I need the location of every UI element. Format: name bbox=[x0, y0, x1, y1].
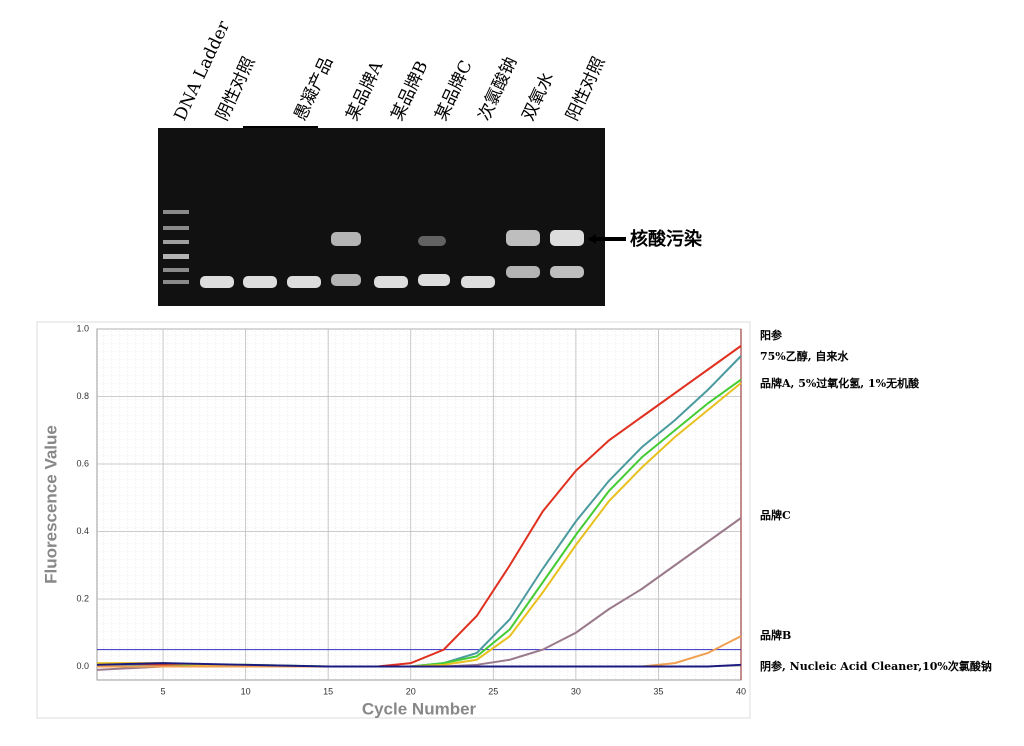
gel: 核酸污染 bbox=[158, 126, 703, 306]
lane-label: 愚凝产品 bbox=[290, 54, 337, 124]
x-tick-label: 30 bbox=[571, 686, 581, 696]
y-tick-label: 0.4 bbox=[76, 526, 89, 536]
x-tick-label: 25 bbox=[488, 686, 498, 696]
annotation: 核酸污染 bbox=[630, 228, 703, 250]
legend-label: 品牌C bbox=[760, 508, 791, 522]
y-tick-label: 0.8 bbox=[76, 391, 89, 401]
x-tick-label: 20 bbox=[406, 686, 416, 696]
legend-label: 品牌A, 5%过氧化氢, 1%无机酸 bbox=[760, 376, 920, 390]
y-axis-title: Fluorescence Value bbox=[41, 425, 60, 584]
lane-label: 双氧水 bbox=[518, 69, 558, 124]
lane-label: 某品牌A bbox=[342, 58, 387, 124]
legend-label: 阴参, Nucleic Acid Cleaner,10%次氯酸钠 bbox=[760, 659, 992, 673]
x-tick-label: 40 bbox=[736, 686, 746, 696]
x-tick-label: 15 bbox=[323, 686, 333, 696]
series-line bbox=[96, 662, 742, 668]
lane-label: 次氯酸钠 bbox=[474, 54, 521, 124]
y-tick-label: 0.2 bbox=[76, 593, 89, 603]
x-tick-label: 35 bbox=[653, 686, 663, 696]
bands bbox=[163, 210, 584, 288]
legend-label: 阳参 bbox=[760, 328, 783, 342]
legend-label: 75%乙醇, 自来水 bbox=[760, 349, 849, 363]
lane-label: 某品牌B bbox=[387, 58, 432, 124]
y-tick-label: 0.0 bbox=[76, 661, 89, 671]
chart-frame bbox=[36, 321, 751, 719]
lane-label: 阳性对照 bbox=[562, 54, 609, 124]
y-tick-label: 0.6 bbox=[76, 458, 89, 468]
lane-label: 某品牌C bbox=[431, 58, 476, 124]
x-axis-title: Cycle Number bbox=[362, 699, 477, 718]
lane-label: 阴性对照 bbox=[212, 54, 259, 124]
minor-grid bbox=[97, 329, 741, 680]
legend-label: 品牌B bbox=[760, 628, 791, 642]
x-tick-label: 10 bbox=[241, 686, 251, 696]
x-tick-label: 5 bbox=[161, 686, 166, 696]
y-tick-label: 1.0 bbox=[76, 323, 89, 333]
